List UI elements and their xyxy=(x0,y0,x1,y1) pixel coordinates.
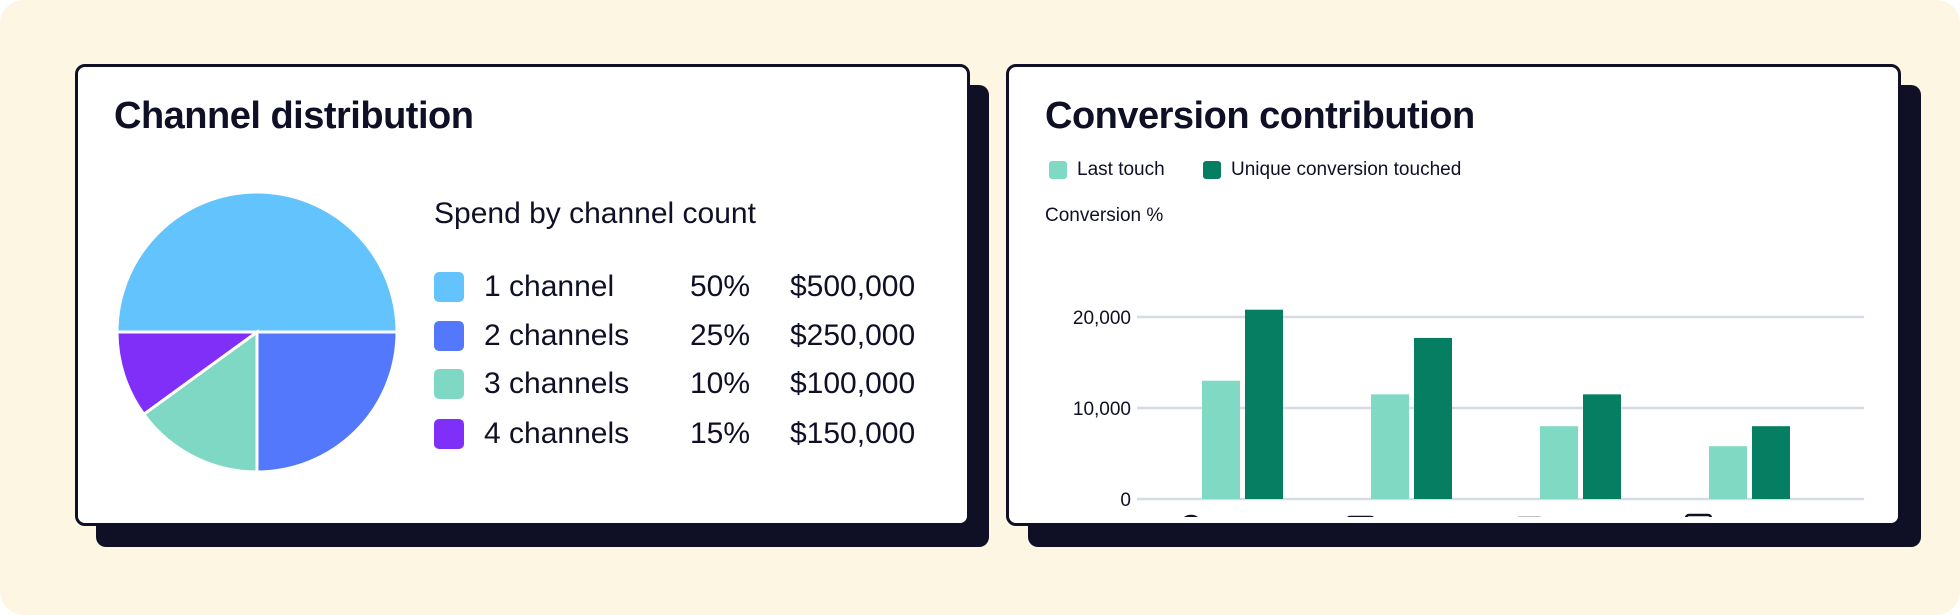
y-tick-label: 20,000 xyxy=(1073,308,1131,329)
y-tick-label: 0 xyxy=(1120,490,1131,511)
bar xyxy=(1752,426,1790,499)
pie-slice xyxy=(141,329,259,474)
channel-distribution-card: Channel distribution Spend by channel co… xyxy=(75,64,970,526)
display-ad-icon xyxy=(1684,513,1713,517)
bar xyxy=(1414,337,1452,499)
card-title: Conversion contribution xyxy=(1045,95,1475,137)
legend-swatch xyxy=(1049,161,1067,179)
y-axis-label: Conversion % xyxy=(1045,205,1164,226)
legend-row: 3 channels 10% $100,000 xyxy=(434,367,954,403)
legend-label: Unique conversion touched xyxy=(1231,159,1462,180)
conversion-contribution-card: Conversion contribution Last touch Uniqu… xyxy=(1006,64,1901,526)
bar xyxy=(1709,446,1747,499)
bar xyxy=(1245,309,1283,499)
legend-heading: Spend by channel count xyxy=(434,197,756,230)
legend-swatch xyxy=(434,369,464,399)
bar xyxy=(1540,426,1578,499)
legend-label: 4 channels xyxy=(484,417,630,450)
legend-row: 2 channels 25% $250,000 xyxy=(434,319,954,355)
legend-label: Last touch xyxy=(1077,159,1165,180)
legend-percent: 10% xyxy=(690,367,751,400)
legend-label: 3 channels xyxy=(484,367,630,400)
bar xyxy=(1583,394,1621,499)
legend-label: 1 channel xyxy=(484,270,615,303)
legend-row: 4 channels 15% $150,000 xyxy=(434,417,954,453)
legend-value: $250,000 xyxy=(790,319,916,352)
legend-swatch xyxy=(1203,161,1221,179)
legend-value: $150,000 xyxy=(790,417,916,450)
legend-value: $500,000 xyxy=(790,270,916,303)
legend-swatch xyxy=(434,321,464,351)
pie-slice xyxy=(115,190,399,334)
legend-swatch xyxy=(434,272,464,302)
legend-row: 1 channel 50% $500,000 xyxy=(434,270,954,306)
legend-label: 2 channels xyxy=(484,319,630,352)
bar xyxy=(1202,380,1240,499)
y-tick-label: 10,000 xyxy=(1073,399,1131,420)
card-title: Channel distribution xyxy=(114,95,474,137)
legend-swatch xyxy=(434,419,464,449)
pie-slice xyxy=(115,330,262,417)
legend-percent: 15% xyxy=(690,417,751,450)
headphones-icon xyxy=(1184,514,1198,517)
legend-percent: 50% xyxy=(690,270,751,303)
legend-percent: 25% xyxy=(690,319,751,352)
pie-slice xyxy=(255,330,399,474)
pie-chart xyxy=(115,190,399,474)
bar xyxy=(1371,394,1409,499)
legend-value: $100,000 xyxy=(790,367,916,400)
